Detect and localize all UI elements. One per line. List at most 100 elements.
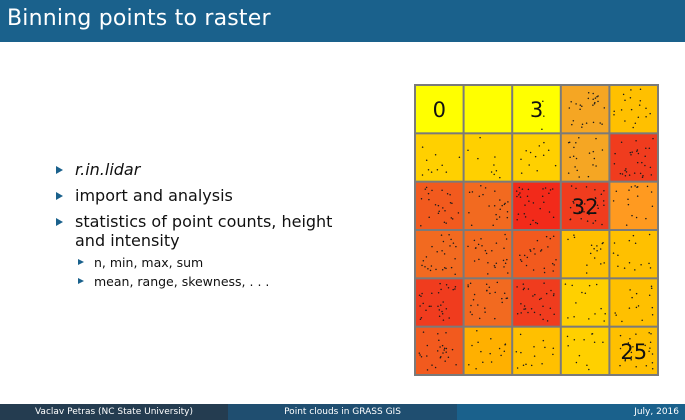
lidar-point	[636, 149, 639, 151]
lidar-point	[637, 152, 640, 155]
lidar-point	[550, 289, 552, 292]
lidar-point	[539, 314, 542, 316]
lidar-point	[603, 107, 606, 109]
lidar-point	[567, 317, 569, 319]
lidar-point	[596, 249, 598, 252]
lidar-point	[637, 305, 640, 307]
lidar-point	[477, 243, 480, 246]
raster-cell	[610, 134, 657, 181]
lidar-point	[422, 260, 425, 262]
lidar-point	[524, 216, 527, 218]
lidar-point	[504, 202, 506, 205]
lidar-point	[614, 312, 616, 314]
lidar-point	[542, 154, 545, 156]
lidar-point	[534, 253, 536, 255]
lidar-point	[529, 223, 532, 226]
lidar-point	[500, 354, 502, 357]
sub-bullet-text: n, min, max, sum	[94, 255, 204, 270]
lidar-point	[547, 246, 549, 248]
lidar-point	[613, 242, 616, 244]
lidar-point	[595, 137, 597, 140]
lidar-point	[575, 187, 577, 190]
lidar-point	[523, 305, 526, 307]
lidar-point	[494, 317, 496, 320]
lidar-point	[601, 149, 604, 151]
lidar-point	[599, 122, 601, 124]
lidar-point	[634, 185, 636, 187]
lidar-point	[438, 339, 440, 342]
lidar-point	[648, 331, 650, 334]
lidar-point	[528, 200, 530, 202]
lidar-point	[648, 233, 651, 236]
lidar-point	[615, 314, 617, 316]
lidar-point	[439, 282, 441, 285]
bullet-text: import and analysis	[75, 186, 233, 205]
lidar-point	[498, 347, 501, 350]
lidar-point	[602, 200, 605, 202]
lidar-point	[638, 104, 641, 106]
lidar-point	[622, 93, 625, 96]
lidar-point	[645, 147, 647, 149]
lidar-point	[498, 216, 501, 218]
lidar-point	[485, 252, 488, 255]
lidar-point	[627, 342, 630, 344]
lidar-point	[521, 188, 524, 190]
lidar-point	[519, 196, 522, 198]
lidar-point	[578, 204, 581, 206]
lidar-point	[519, 259, 522, 261]
lidar-point	[450, 217, 453, 219]
lidar-point	[490, 361, 493, 363]
lidar-point	[594, 313, 596, 315]
lidar-point	[570, 185, 573, 187]
lidar-point	[546, 320, 549, 322]
lidar-point	[473, 293, 476, 296]
lidar-point	[617, 254, 619, 256]
lidar-point	[642, 174, 644, 177]
lidar-point	[478, 317, 481, 320]
lidar-point	[625, 171, 628, 173]
lidar-point	[522, 364, 525, 366]
lidar-point	[578, 176, 580, 178]
lidar-point	[445, 284, 448, 286]
lidar-point	[543, 201, 545, 204]
lidar-point	[489, 352, 491, 355]
lidar-point	[525, 264, 528, 267]
lidar-point	[507, 201, 509, 203]
lidar-point	[628, 174, 631, 176]
lidar-point	[644, 155, 646, 157]
lidar-point	[536, 222, 539, 225]
lidar-point	[493, 173, 495, 176]
lidar-point	[520, 302, 522, 305]
lidar-point	[634, 242, 637, 245]
lidar-point	[470, 304, 472, 307]
lidar-point	[630, 89, 632, 91]
lidar-point	[455, 245, 457, 248]
lidar-point	[421, 174, 424, 176]
lidar-point	[441, 250, 443, 252]
lidar-point	[436, 169, 439, 171]
lidar-point	[569, 156, 571, 158]
lidar-point	[637, 348, 639, 351]
lidar-point	[427, 192, 430, 195]
lidar-point	[573, 234, 575, 236]
lidar-point	[553, 264, 555, 266]
lidar-point	[603, 262, 605, 264]
raster-cell	[513, 327, 560, 374]
lidar-point	[434, 203, 437, 206]
lidar-point	[441, 344, 444, 347]
lidar-point	[488, 286, 491, 288]
lidar-point	[427, 169, 430, 171]
lidar-point	[421, 146, 424, 148]
lidar-point	[592, 150, 595, 153]
lidar-point	[639, 172, 642, 175]
lidar-point	[434, 153, 437, 156]
lidar-point	[651, 367, 654, 370]
lidar-point	[587, 97, 590, 100]
lidar-point	[539, 250, 542, 252]
lidar-point	[527, 288, 530, 290]
lidar-point	[517, 213, 520, 215]
lidar-point	[646, 185, 649, 188]
lidar-point	[501, 301, 503, 304]
lidar-point	[644, 164, 646, 167]
lidar-point	[441, 310, 443, 313]
